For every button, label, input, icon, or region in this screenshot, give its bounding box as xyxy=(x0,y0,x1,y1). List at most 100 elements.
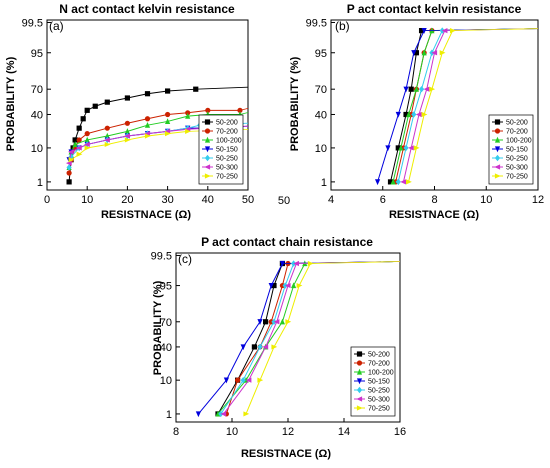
legend: 50-200 70-200 100-200 50-150 50-250 50-300 70-… xyxy=(198,114,244,185)
data-point xyxy=(67,149,74,155)
data-point xyxy=(75,145,82,151)
legend-marker xyxy=(356,386,363,394)
data-point xyxy=(385,145,391,152)
data-point xyxy=(271,344,278,350)
data-point xyxy=(439,50,446,56)
legend-label: 50-150 xyxy=(216,147,238,154)
y-tick-label: 40 xyxy=(315,109,327,121)
data-point xyxy=(144,91,151,97)
legend-label: 70-250 xyxy=(368,406,390,413)
data-point xyxy=(66,170,72,176)
legend-label: 70-200 xyxy=(216,129,238,136)
series-line xyxy=(68,127,208,164)
y-tick-label: 40 xyxy=(160,342,172,354)
data-point xyxy=(240,376,246,384)
data-point xyxy=(291,282,297,289)
data-point xyxy=(268,282,274,289)
data-series xyxy=(406,27,539,185)
legend-label: 70-200 xyxy=(506,129,528,136)
data-point xyxy=(92,103,98,109)
data-point xyxy=(66,179,72,185)
legend-marker xyxy=(494,146,501,153)
data-point xyxy=(235,377,241,383)
data-point xyxy=(413,145,420,151)
data-point xyxy=(84,136,90,143)
y-tick-label: 95 xyxy=(31,48,43,60)
x-tick-label: 40 xyxy=(202,194,214,206)
x-tick-label: 10 xyxy=(226,426,238,438)
data-point xyxy=(431,50,438,56)
data-point xyxy=(72,137,78,143)
data-point xyxy=(387,179,394,185)
series-line xyxy=(220,263,295,415)
data-point xyxy=(68,157,75,163)
data-point xyxy=(408,86,414,92)
data-point xyxy=(395,111,401,118)
data-point xyxy=(185,110,191,116)
data-point xyxy=(262,344,269,350)
legend-marker xyxy=(356,396,363,402)
data-point xyxy=(423,86,430,92)
x-tick-label: 12 xyxy=(282,426,294,438)
series-line xyxy=(70,130,188,161)
data-point xyxy=(76,125,82,131)
data-point xyxy=(72,141,78,148)
legend-label: 70-200 xyxy=(368,361,390,368)
legend-label: 50-300 xyxy=(506,165,528,172)
data-point xyxy=(124,128,130,134)
legend-label: 50-300 xyxy=(216,165,238,172)
legend-marker xyxy=(356,360,363,366)
legend-label: 70-250 xyxy=(506,174,528,181)
data-point xyxy=(124,95,130,101)
data-point xyxy=(66,164,72,171)
series-line xyxy=(408,30,454,182)
legend-marker xyxy=(356,351,363,357)
chart-panel: P act contact chain resistance (c) RESISTN… xyxy=(151,235,407,460)
data-point xyxy=(296,282,303,289)
data-point xyxy=(400,179,407,185)
data-point xyxy=(411,50,417,56)
legend-label: 50-300 xyxy=(368,397,390,404)
data-point xyxy=(403,111,409,118)
x-tick-label: 16 xyxy=(394,426,406,438)
series-line xyxy=(392,30,433,182)
data-point xyxy=(84,131,90,137)
data-point xyxy=(429,86,436,92)
legend-marker xyxy=(356,368,363,375)
panel-label: (c) xyxy=(178,252,192,266)
data-point xyxy=(273,319,280,325)
data-point xyxy=(165,88,171,94)
y-tick-label: 40 xyxy=(31,109,43,121)
x-tick-label: 0 xyxy=(44,194,50,206)
x-tick-label: 4 xyxy=(328,194,334,206)
data-point xyxy=(104,141,111,148)
chart-title: P act contact kelvin resistance xyxy=(347,2,522,16)
series-tail xyxy=(195,86,249,90)
legend-marker xyxy=(494,119,501,125)
data-point xyxy=(164,128,171,134)
chart-panel: N act contact kelvin resistance (a) RESIST… xyxy=(5,2,254,221)
x-tick-label: 20 xyxy=(121,194,133,206)
data-point xyxy=(284,282,291,289)
data-point xyxy=(240,344,246,351)
data-point xyxy=(237,107,243,113)
panel-label: (b) xyxy=(335,19,350,33)
data-point xyxy=(84,145,91,151)
x-tick-label: 6 xyxy=(380,194,386,206)
data-point xyxy=(65,160,72,166)
data-point xyxy=(395,145,401,151)
y-tick-label: 10 xyxy=(31,143,43,155)
series-line xyxy=(217,263,283,415)
legend-label: 50-200 xyxy=(216,120,238,127)
legend-label: 50-150 xyxy=(368,379,390,386)
data-point xyxy=(223,377,229,384)
x-tick-label: 10 xyxy=(480,194,492,206)
data-point xyxy=(195,411,201,418)
legend-marker xyxy=(494,164,501,170)
chart-title: P act contact chain resistance xyxy=(201,235,373,249)
data-point xyxy=(124,133,130,139)
legend-marker xyxy=(204,173,211,179)
legend-label: 50-200 xyxy=(368,352,390,359)
series-line xyxy=(397,30,443,182)
y-tick-label: 1 xyxy=(166,409,172,421)
